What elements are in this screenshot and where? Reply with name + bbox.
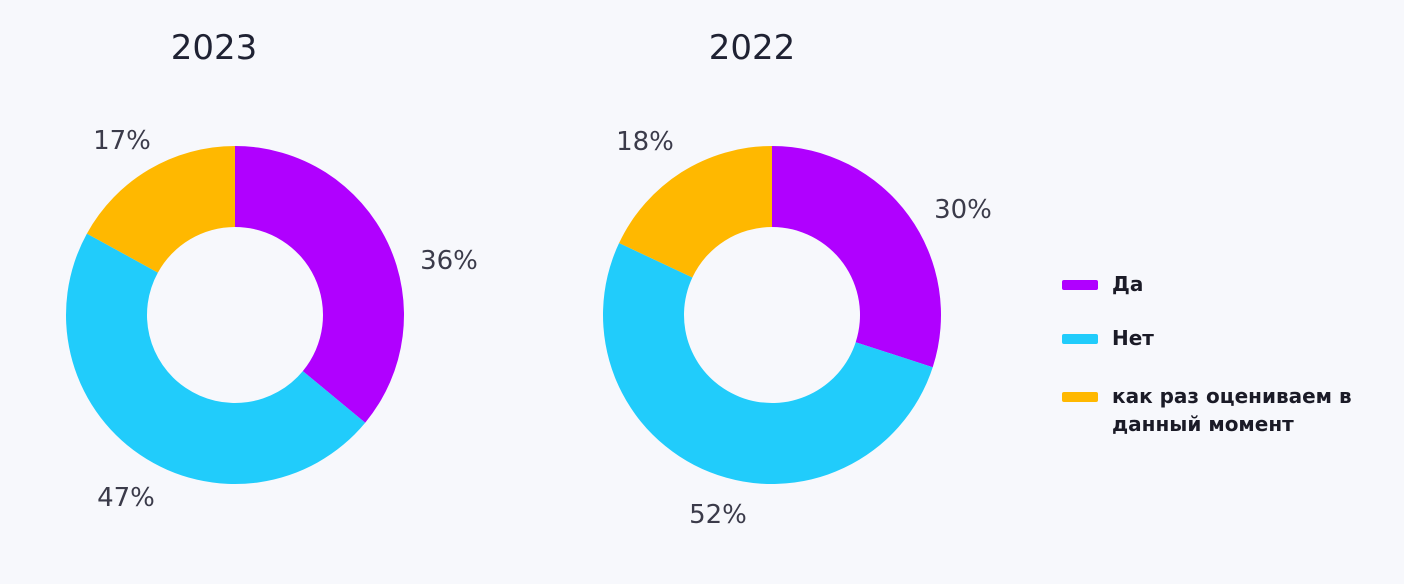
slice-label-yes-2022: 30% <box>934 195 992 225</box>
legend-label-evaluating: как раз оцениваем в данный момент <box>1112 384 1352 436</box>
slice-yes-2023 <box>235 146 404 423</box>
slice-no-2023 <box>66 233 366 484</box>
donut-chart-2023: 2023 36% 47% 17% <box>66 28 478 513</box>
legend-swatch-no <box>1062 334 1098 344</box>
slice-evaluating-2023 <box>86 146 235 273</box>
slice-no-2022 <box>603 243 933 484</box>
legend-swatch-yes <box>1062 280 1098 290</box>
slice-label-evaluating-2023: 17% <box>93 126 151 156</box>
slice-label-yes-2023: 36% <box>420 246 478 276</box>
chart-title-2023: 2023 <box>171 28 258 68</box>
legend-item-no: Нет <box>1062 324 1372 352</box>
legend-swatch-evaluating <box>1062 392 1098 402</box>
slice-label-no-2023: 47% <box>97 483 155 513</box>
donut-chart-2022: 2022 30% 52% 18% <box>603 28 992 530</box>
slice-label-evaluating-2022: 18% <box>616 127 674 157</box>
slice-evaluating-2022 <box>619 146 772 278</box>
legend-label-yes: Да <box>1112 272 1144 296</box>
legend-item-yes: Да <box>1062 270 1372 298</box>
chart-title-2022: 2022 <box>709 28 796 68</box>
legend-label-no: Нет <box>1112 326 1154 350</box>
slice-yes-2022 <box>772 146 941 368</box>
legend-item-evaluating: как раз оцениваем в данный момент <box>1062 382 1372 438</box>
slice-label-no-2022: 52% <box>689 500 747 530</box>
